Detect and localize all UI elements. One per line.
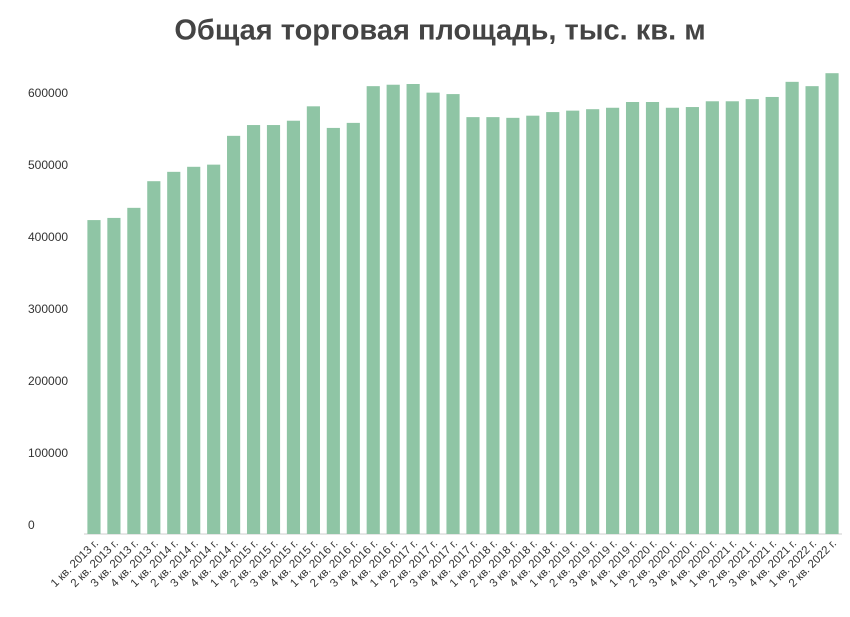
bar — [645, 102, 660, 534]
bar — [566, 110, 580, 534]
bar — [785, 81, 799, 534]
bar — [446, 94, 460, 534]
bar — [406, 84, 420, 534]
bar — [705, 101, 719, 534]
bar — [426, 92, 440, 534]
bar — [167, 171, 181, 534]
bar — [286, 120, 301, 534]
bar — [526, 115, 540, 535]
bar — [586, 109, 600, 534]
bar — [506, 117, 520, 534]
bar — [107, 217, 121, 535]
y-tick-label: 300000 — [28, 302, 68, 316]
bar — [187, 166, 201, 535]
bar — [306, 106, 320, 534]
bar — [87, 220, 101, 534]
bar — [625, 102, 640, 534]
bar — [606, 107, 620, 534]
bar — [386, 84, 400, 534]
bar — [366, 86, 380, 534]
bar — [745, 99, 759, 535]
y-tick-label: 200000 — [28, 374, 68, 388]
bar — [466, 117, 480, 535]
y-tick-label: 0 — [28, 518, 35, 532]
bar — [147, 181, 161, 534]
bar — [805, 86, 819, 534]
bar — [266, 125, 281, 534]
bar — [486, 117, 500, 535]
bar — [665, 107, 680, 534]
chart-title: Общая торговая площадь, тыс. кв. м — [174, 15, 705, 47]
y-tick-label: 600000 — [28, 86, 68, 100]
bar — [685, 107, 699, 534]
bar — [246, 125, 261, 534]
bar — [207, 164, 221, 534]
bar — [725, 101, 739, 534]
bar — [326, 127, 340, 535]
y-tick-label: 400000 — [28, 230, 68, 244]
y-tick-label: 500000 — [28, 158, 68, 172]
bar — [825, 73, 839, 534]
bar — [346, 122, 360, 534]
y-tick-label: 100000 — [28, 446, 68, 460]
bar — [127, 207, 141, 534]
bar — [546, 112, 560, 534]
bar — [765, 96, 779, 535]
bar — [227, 135, 241, 534]
